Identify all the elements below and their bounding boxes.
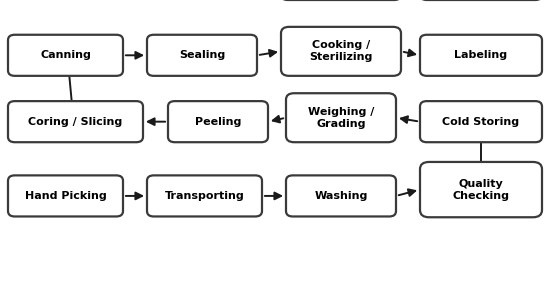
Text: Peeling: Peeling [195, 117, 241, 127]
Text: Weighing /
Grading: Weighing / Grading [308, 107, 374, 129]
Text: Hand Picking: Hand Picking [25, 191, 107, 201]
FancyBboxPatch shape [420, 162, 542, 217]
FancyBboxPatch shape [147, 35, 257, 76]
FancyBboxPatch shape [8, 101, 143, 142]
FancyBboxPatch shape [420, 101, 542, 142]
FancyBboxPatch shape [420, 35, 542, 76]
FancyBboxPatch shape [286, 175, 396, 216]
FancyBboxPatch shape [286, 93, 396, 142]
FancyBboxPatch shape [281, 27, 401, 76]
FancyBboxPatch shape [168, 101, 268, 142]
Text: Washing: Washing [315, 191, 368, 201]
FancyBboxPatch shape [147, 175, 262, 216]
Text: Cold Storing: Cold Storing [442, 117, 519, 127]
FancyBboxPatch shape [8, 35, 123, 76]
Text: Labeling: Labeling [455, 50, 508, 60]
Text: Quality
Checking: Quality Checking [452, 178, 509, 200]
Text: Cooking /
Sterilizing: Cooking / Sterilizing [309, 40, 373, 62]
Text: Transporting: Transporting [165, 191, 244, 201]
Text: Sealing: Sealing [179, 50, 225, 60]
Text: Canning: Canning [40, 50, 91, 60]
FancyBboxPatch shape [8, 175, 123, 216]
Text: Coring / Slicing: Coring / Slicing [29, 117, 122, 127]
